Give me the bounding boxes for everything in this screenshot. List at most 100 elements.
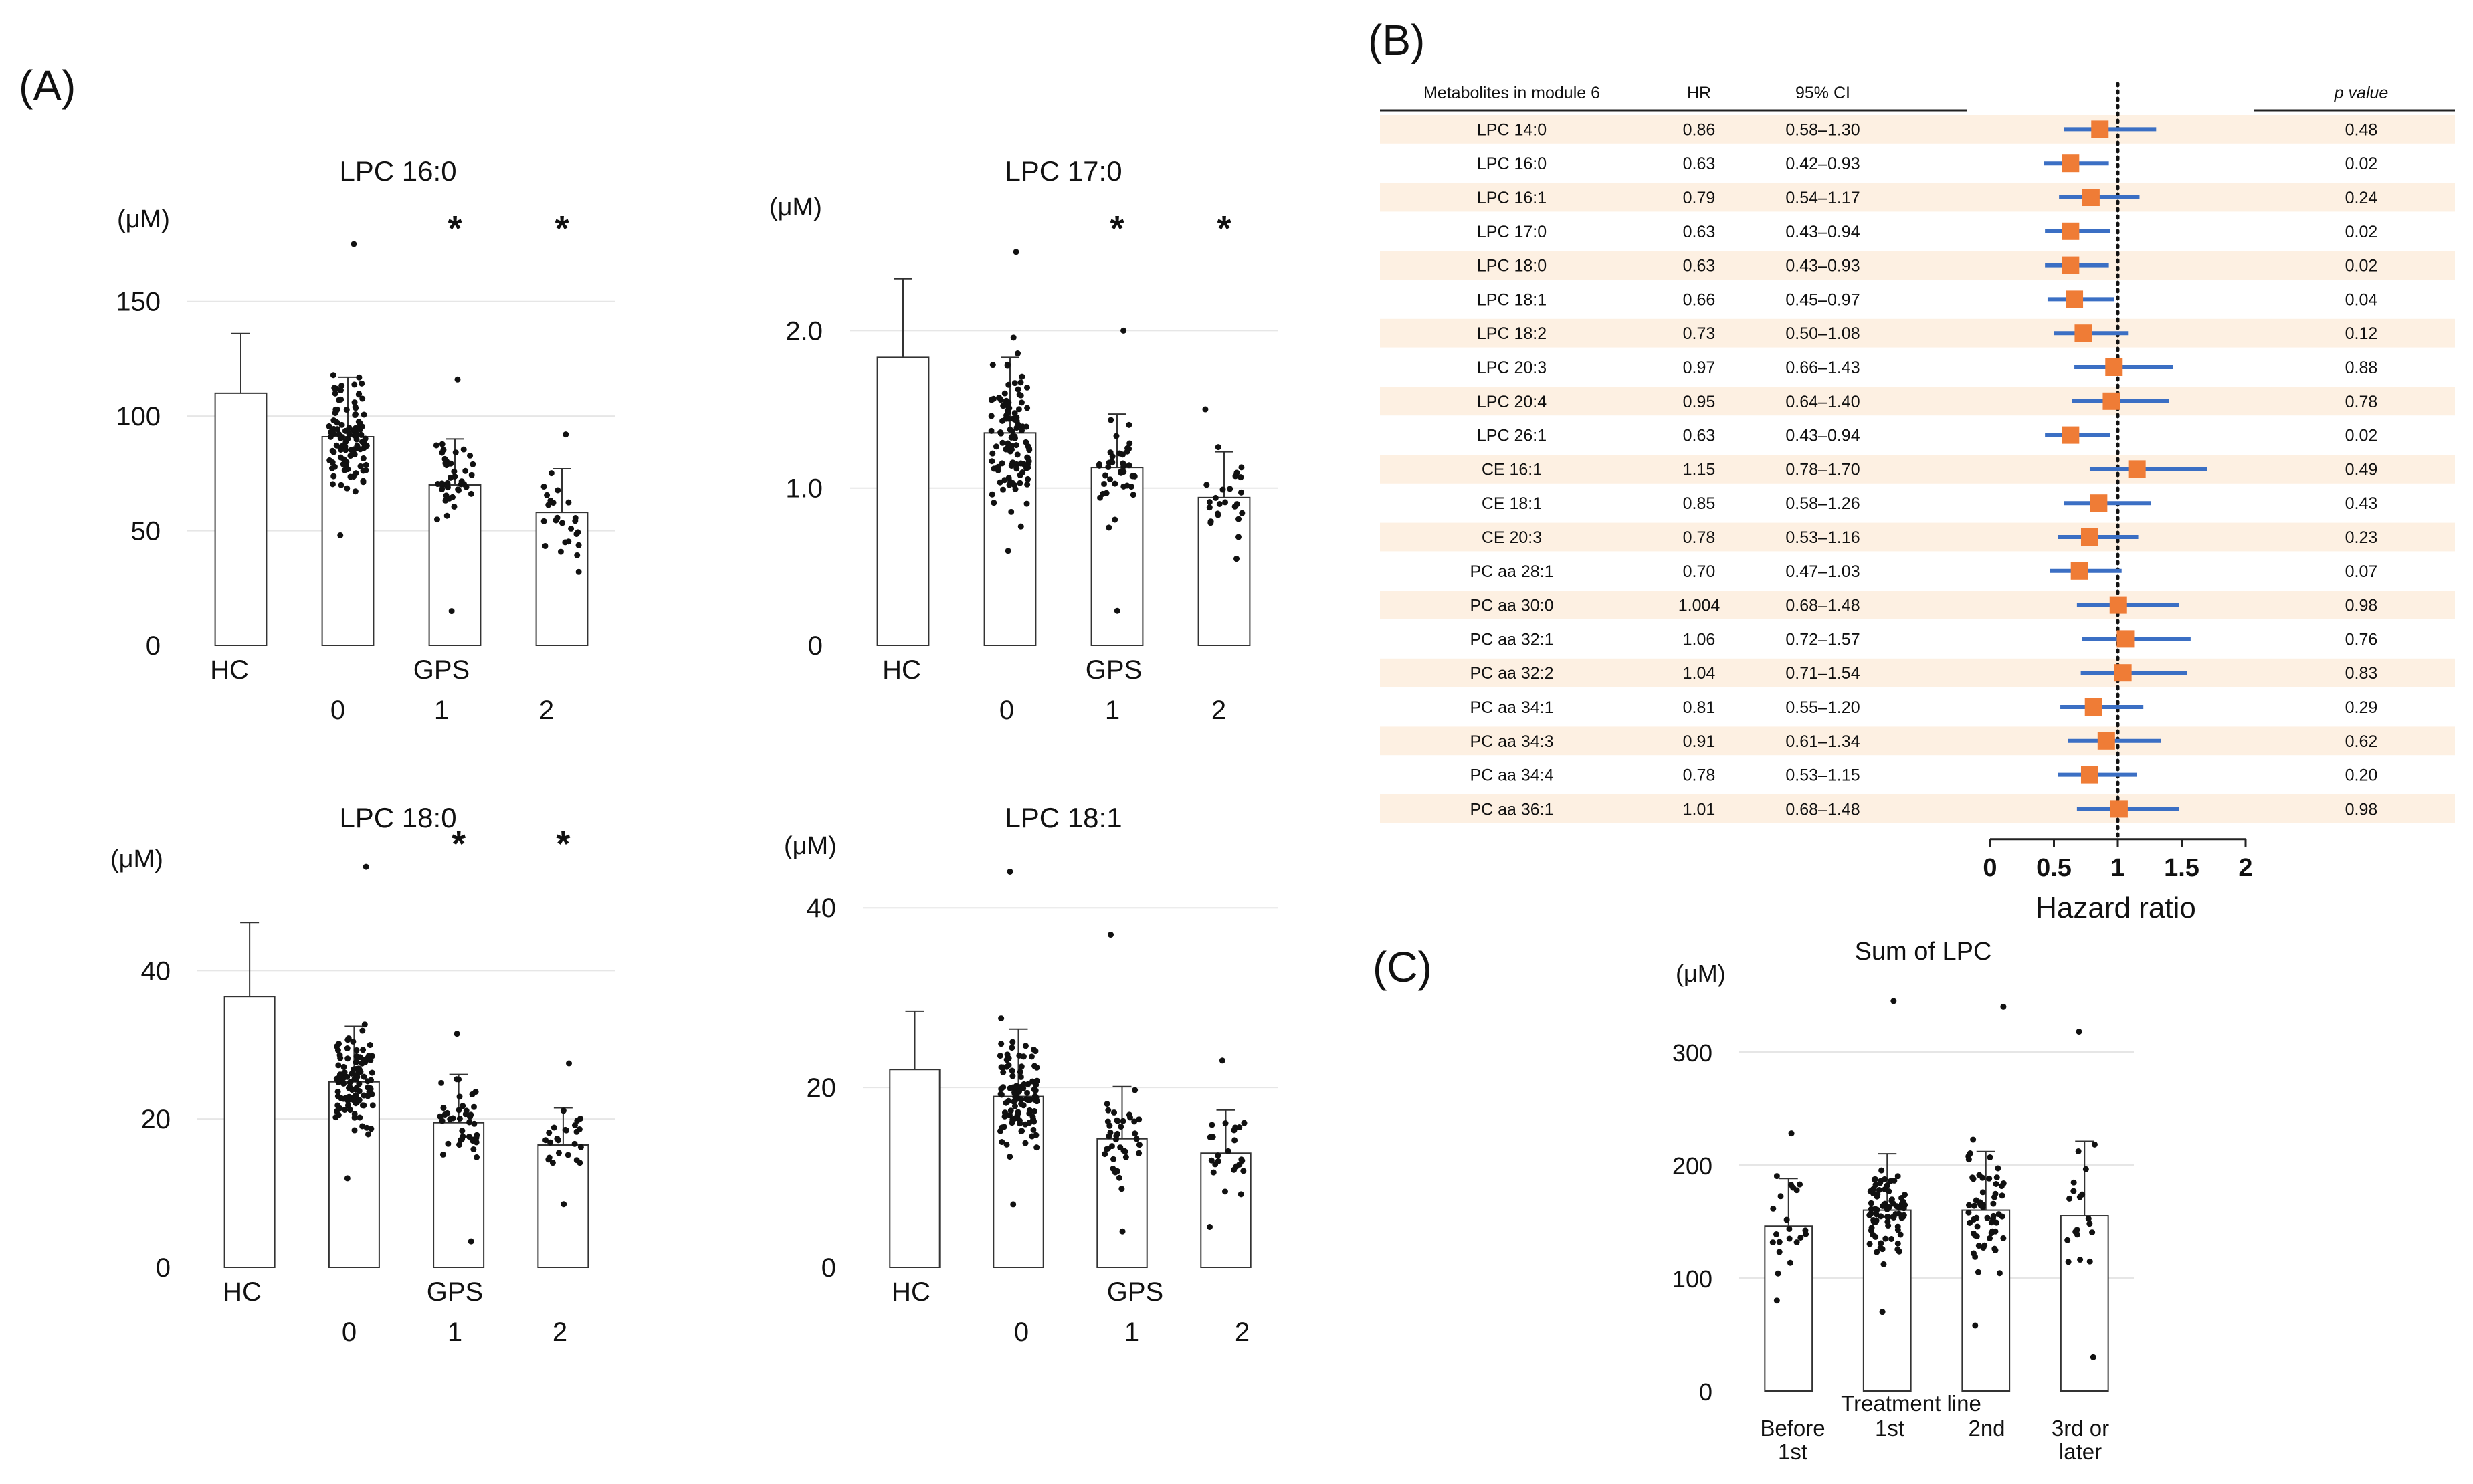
data-point — [2000, 1180, 2007, 1186]
x-axis-title: Hazard ratio — [2036, 891, 2196, 924]
data-point — [365, 1131, 371, 1138]
data-point — [997, 1091, 1004, 1097]
data-point — [1011, 1103, 1018, 1109]
data-point — [1209, 1134, 1216, 1140]
data-point — [576, 1126, 583, 1132]
data-point — [1890, 998, 1897, 1004]
data-point — [341, 1069, 348, 1076]
x-tick-label: 0.5 — [2036, 854, 2072, 882]
hr-value: 1.15 — [1683, 460, 1716, 479]
data-point — [353, 405, 359, 411]
data-point — [1892, 1210, 1899, 1217]
data-point — [1114, 1117, 1120, 1124]
data-point — [454, 1031, 460, 1037]
data-point — [1026, 1120, 1033, 1126]
data-point — [1973, 1197, 1979, 1204]
x-label-hc: HC — [892, 1277, 930, 1307]
ci-value: 0.43–0.94 — [1785, 223, 1860, 241]
data-point — [363, 461, 369, 468]
hr-marker — [2128, 460, 2146, 478]
data-point — [342, 447, 349, 453]
data-point — [545, 1156, 552, 1163]
data-point — [1208, 1157, 1215, 1164]
data-point — [1001, 1113, 1008, 1120]
data-point — [565, 499, 572, 506]
data-point — [1107, 476, 1114, 483]
data-point — [2090, 1354, 2096, 1360]
data-point — [367, 1057, 374, 1063]
data-point — [1783, 1216, 1790, 1223]
data-point — [471, 1103, 478, 1110]
data-point — [1116, 450, 1123, 457]
data-point — [1136, 1142, 1143, 1148]
data-point — [360, 479, 367, 486]
data-point — [574, 1118, 581, 1124]
data-point — [369, 1102, 376, 1109]
data-point — [358, 431, 365, 438]
ci-value: 0.42–0.93 — [1785, 154, 1860, 173]
data-point — [2089, 1229, 2096, 1236]
data-point — [1111, 1109, 1118, 1116]
hr-marker — [2080, 528, 2098, 546]
metabolite-name: LPC 18:0 — [1477, 257, 1547, 276]
p-value: 0.76 — [2345, 630, 2378, 649]
data-point — [1991, 1194, 1998, 1200]
data-point — [347, 453, 354, 459]
data-point — [340, 1080, 347, 1087]
y-unit-label: (μM) — [110, 845, 163, 873]
hr-marker — [2110, 800, 2128, 818]
ci-value: 0.50–1.08 — [1785, 324, 1860, 343]
data-point — [1222, 499, 1229, 506]
data-point — [344, 1055, 351, 1062]
data-point — [445, 1140, 452, 1147]
data-point — [1238, 474, 1244, 481]
data-point — [1989, 1228, 1995, 1235]
data-point — [1871, 1176, 1878, 1183]
data-point — [1008, 508, 1015, 515]
data-point — [433, 442, 439, 449]
data-point — [1015, 386, 1021, 393]
data-point — [336, 1041, 342, 1047]
data-point — [332, 406, 339, 413]
data-point — [1240, 1168, 1247, 1174]
data-point — [1018, 1096, 1025, 1103]
panel-label-b: (B) — [1368, 16, 1425, 64]
data-point — [355, 1069, 362, 1075]
data-point — [1015, 406, 1022, 413]
data-point — [989, 450, 996, 457]
data-point — [1233, 469, 1240, 476]
bar-2 — [1197, 496, 1251, 647]
hr-value: 0.63 — [1683, 257, 1716, 276]
data-point — [1786, 1235, 1793, 1242]
metabolite-name: CE 20:3 — [1482, 528, 1542, 547]
y-unit-label: (μM) — [117, 205, 170, 233]
data-point — [2077, 1257, 2084, 1263]
data-point — [1974, 1223, 1981, 1230]
x-label-sub-0: 0 — [1014, 1317, 1029, 1347]
y-tick-label: 0 — [808, 631, 823, 661]
data-point — [1793, 1239, 1800, 1246]
x-label-before-1st: 1st — [1778, 1439, 1807, 1464]
data-point — [1995, 1165, 2001, 1172]
data-point — [1882, 1235, 1889, 1242]
data-point — [999, 439, 1006, 446]
data-point — [444, 484, 451, 491]
x-label-hc: HC — [210, 655, 249, 685]
data-point — [468, 471, 475, 478]
hr-marker — [2091, 120, 2109, 138]
data-point — [1010, 1201, 1017, 1208]
data-point — [575, 568, 582, 575]
header-hr: HR — [1687, 84, 1711, 102]
data-point — [1972, 1253, 1979, 1260]
hr-value: 0.81 — [1683, 698, 1716, 717]
p-value: 0.20 — [2345, 766, 2378, 785]
data-point — [1011, 1090, 1018, 1097]
data-point — [356, 1097, 363, 1103]
x-label-group: Treatment line — [1841, 1391, 1981, 1416]
data-point — [1010, 334, 1017, 341]
data-point — [1110, 1165, 1116, 1172]
data-point — [1898, 1214, 1905, 1221]
hr-marker — [2105, 358, 2123, 376]
data-point — [470, 461, 476, 467]
data-point — [1212, 494, 1219, 501]
